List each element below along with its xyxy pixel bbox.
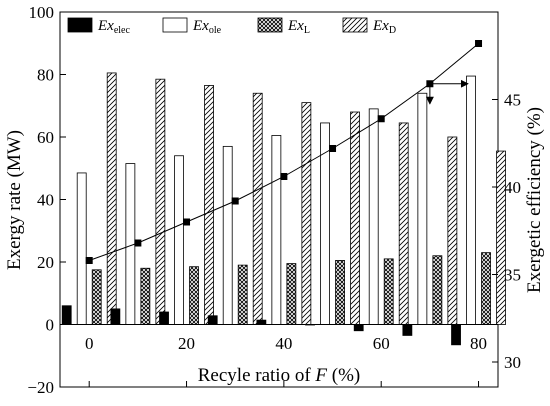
legend-swatch-D	[342, 17, 368, 33]
y-right-tick-label-2: 40	[504, 178, 521, 197]
efficiency-line-layer	[85, 39, 483, 264]
bar-D-60	[398, 122, 409, 325]
bar-D-40	[301, 102, 312, 325]
legend-label-ole: Exole	[192, 18, 222, 36]
x-tick-label-2: 40	[275, 334, 292, 353]
bar-elec-60	[353, 324, 364, 332]
legend-swatch-ole	[162, 17, 188, 33]
bar-ole-0	[76, 172, 87, 325]
bar-elec-10	[110, 308, 121, 325]
y-left-tick-label-5: 80	[37, 66, 54, 85]
bar-L-40	[286, 263, 297, 325]
bar-L-0	[91, 269, 102, 325]
x-tick-label-0: 0	[85, 334, 94, 353]
bar-ole-30	[222, 145, 233, 325]
x-axis-title: Recyle ratio of F (%)	[198, 365, 361, 386]
y-axis-left-title: Exergy rate (MW)	[4, 130, 25, 270]
bar-D-30	[252, 92, 263, 325]
y-left-tick-label-0: −20	[27, 378, 54, 397]
bar-D-10	[155, 78, 166, 325]
ticks-layer: −20 0 20 40 60 80 100 30 35 40 45 0 20 40 60 80	[27, 3, 521, 397]
bar-L-20	[189, 266, 199, 325]
bar-ole-20	[174, 155, 184, 325]
bar-elec-70	[402, 324, 413, 336]
y-left-tick-label-3: 40	[37, 191, 54, 210]
bar-D-70	[447, 136, 458, 325]
legend-label-D: ExD	[372, 18, 396, 36]
efficiency-point-30	[231, 197, 239, 205]
bar-ole-40	[271, 135, 282, 325]
y-right-tick-label-1: 35	[504, 265, 521, 284]
bar-D-80	[496, 150, 506, 325]
legend-swatch-elec	[67, 17, 93, 33]
bar-L-30	[237, 264, 248, 325]
legend-label-L: ExL	[287, 18, 310, 36]
bars-layer	[61, 72, 506, 346]
efficiency-point-20	[183, 218, 191, 226]
efficiency-point-60	[377, 115, 385, 123]
y-left-tick-label-2: 20	[37, 253, 54, 272]
x-tick-label-3: 60	[373, 334, 390, 353]
bar-D-0	[106, 72, 117, 325]
y-right-tick-label-3: 45	[504, 90, 521, 109]
y-left-tick-label-6: 100	[29, 3, 55, 22]
y-left-tick-label-4: 60	[37, 128, 54, 147]
bar-elec-0	[61, 305, 72, 325]
bar-elec-20	[159, 311, 169, 325]
y-right-tick-label-0: 30	[504, 353, 521, 372]
bar-L-70	[432, 255, 443, 325]
bar-D-20	[204, 85, 214, 325]
bar-L-50	[335, 260, 345, 325]
bar-elec-40	[256, 319, 267, 325]
bar-ole-80	[466, 75, 476, 325]
legend-label-elec: Exelec	[97, 18, 130, 36]
bar-ole-70	[417, 92, 428, 325]
efficiency-point-10	[134, 239, 142, 247]
bar-elec-80	[451, 324, 461, 346]
efficiency-point-40	[280, 172, 288, 180]
y-axis-right-title: Exergetic efficiency (%)	[524, 107, 545, 293]
bar-ole-60	[368, 108, 379, 325]
bar-D-50	[350, 111, 360, 325]
efficiency-point-0	[85, 256, 93, 264]
bar-L-80	[481, 252, 491, 325]
legend: Exelec Exole ExL ExD	[67, 17, 396, 36]
y-left-tick-label-1: 0	[46, 316, 55, 335]
legend-swatch-L	[257, 17, 283, 33]
bar-L-10	[140, 267, 151, 325]
x-tick-label-4: 80	[470, 334, 487, 353]
bar-elec-30	[207, 315, 218, 325]
bar-L-60	[383, 258, 394, 325]
x-tick-label-1: 20	[178, 334, 195, 353]
efficiency-point-80	[475, 39, 483, 47]
efficiency-point-50	[329, 144, 337, 152]
